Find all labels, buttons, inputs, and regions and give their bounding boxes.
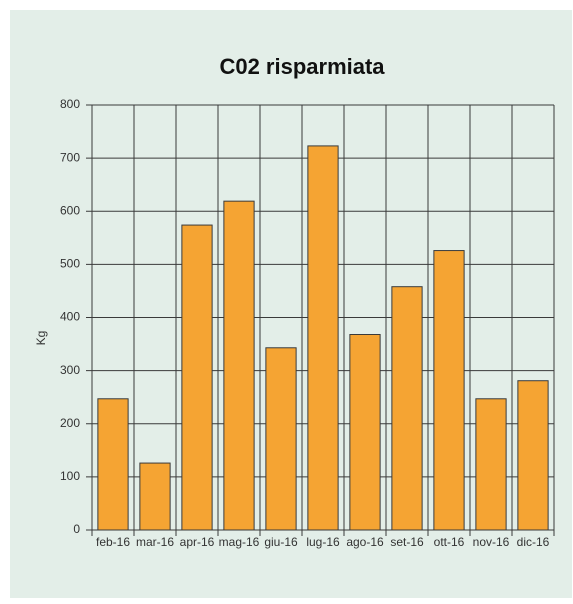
x-tick-label: apr-16 [180, 535, 215, 549]
x-tick-label: ott-16 [434, 535, 465, 549]
y-tick-label: 600 [60, 203, 80, 217]
x-tick-label: giu-16 [264, 535, 298, 549]
x-tick-label: dic-16 [517, 535, 550, 549]
x-tick-label: set-16 [390, 535, 424, 549]
bar [139, 462, 171, 531]
bar [391, 286, 423, 531]
x-tick-label: mag-16 [219, 535, 260, 549]
y-tick-label: 100 [60, 469, 80, 483]
y-axis-label: Kg [34, 331, 48, 346]
bar [517, 380, 549, 531]
bar [475, 398, 507, 531]
x-tick-label: nov-16 [473, 535, 510, 549]
x-tick-label: mar-16 [136, 535, 174, 549]
bar [97, 398, 129, 531]
bar [265, 347, 297, 531]
chart-title: C02 risparmiata [219, 54, 385, 79]
y-tick-label: 700 [60, 150, 80, 164]
y-tick-label: 800 [60, 97, 80, 111]
bar [223, 200, 255, 531]
y-tick-label: 300 [60, 363, 80, 377]
bar [307, 145, 339, 531]
x-tick-label: lug-16 [306, 535, 340, 549]
x-tick-label: ago-16 [346, 535, 384, 549]
y-tick-label: 200 [60, 416, 80, 430]
x-tick-label: feb-16 [96, 535, 130, 549]
y-tick-label: 500 [60, 257, 80, 271]
y-tick-label: 0 [73, 522, 80, 536]
bar [349, 334, 381, 531]
bar [181, 224, 213, 531]
y-tick-label: 400 [60, 310, 80, 324]
bar [433, 250, 465, 531]
